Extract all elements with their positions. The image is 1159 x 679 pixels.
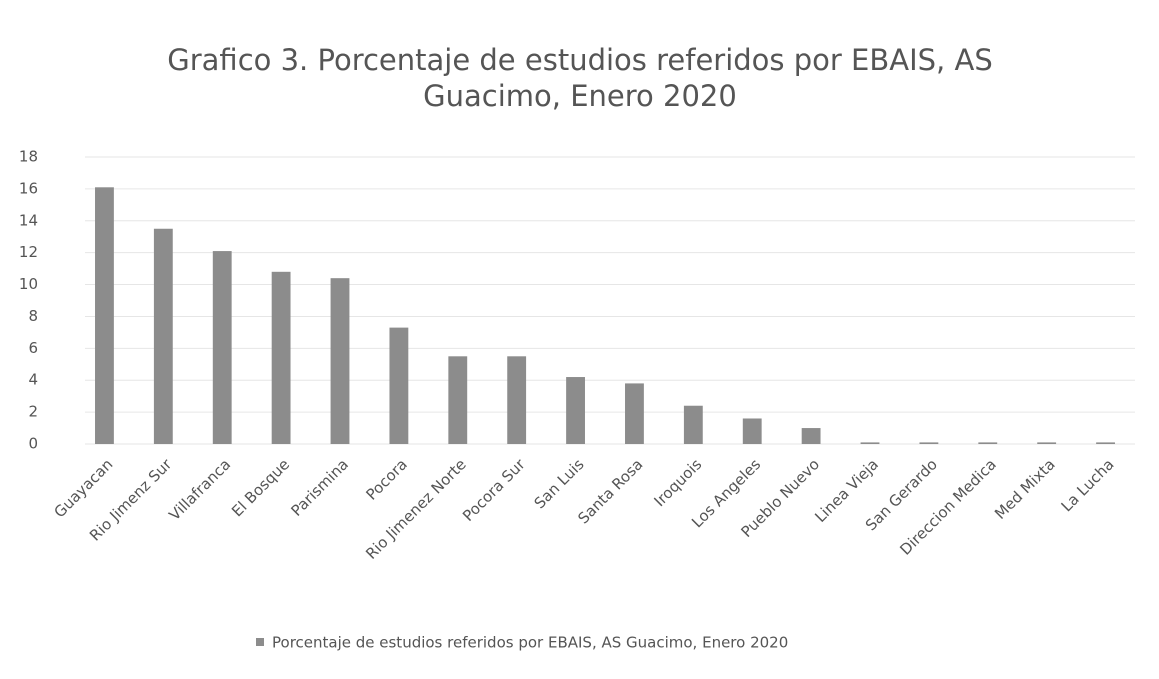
bar <box>271 271 291 444</box>
y-tick-label: 8 <box>28 307 38 325</box>
bar <box>448 356 468 444</box>
x-tick-label: Villafranca <box>165 455 234 524</box>
y-tick-label: 6 <box>28 339 38 357</box>
y-tick-label: 4 <box>28 371 38 389</box>
bar <box>212 251 232 444</box>
bar <box>330 278 350 444</box>
bar <box>683 405 703 444</box>
y-tick-label: 14 <box>19 211 38 229</box>
bar <box>919 442 939 444</box>
x-tick-label: Pocora <box>362 455 410 503</box>
x-tick-label: Med Mixta <box>991 455 1059 523</box>
y-tick-label: 0 <box>28 435 38 453</box>
x-tick-label: Iroquois <box>650 455 705 510</box>
y-tick-label: 16 <box>19 179 38 197</box>
bar <box>153 228 173 444</box>
bar <box>742 418 762 444</box>
bar <box>1096 442 1115 444</box>
x-tick-label: San Luis <box>531 455 588 512</box>
x-tick-label: Pocora Sur <box>459 455 529 525</box>
legend-swatch <box>256 638 264 646</box>
chart-title: Grafico 3. Porcentaje de estudios referi… <box>167 43 993 113</box>
y-tick-label: 12 <box>19 243 38 261</box>
bar <box>507 356 527 444</box>
x-tick-label: Rio Jimenez Norte <box>362 455 470 563</box>
bar <box>801 428 821 444</box>
y-tick-label: 18 <box>19 148 38 166</box>
bar <box>860 442 880 444</box>
x-tick-label: La Lucha <box>1058 455 1118 515</box>
bar <box>95 187 114 445</box>
bar <box>1037 442 1057 444</box>
y-tick-label: 10 <box>19 275 38 293</box>
bar <box>389 327 409 444</box>
bar <box>978 442 998 444</box>
y-tick-label: 2 <box>28 403 38 421</box>
x-tick-label: El Bosque <box>228 455 293 520</box>
bar <box>566 377 585 444</box>
bar <box>625 383 644 444</box>
legend-label: Porcentaje de estudios referidos por EBA… <box>272 634 788 652</box>
x-tick-label: Parismina <box>288 455 352 519</box>
